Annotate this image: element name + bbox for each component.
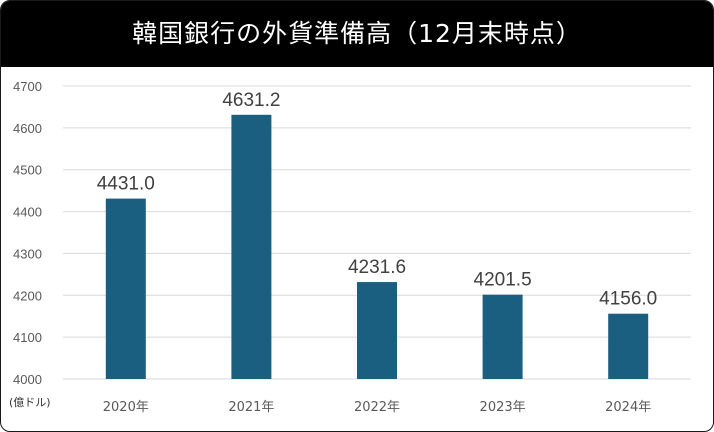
y-tick-label: 4400 bbox=[13, 205, 42, 220]
y-tick-label: 4500 bbox=[13, 163, 42, 178]
data-label: 4156.0 bbox=[599, 289, 657, 310]
data-label: 4631.2 bbox=[222, 90, 280, 111]
bar bbox=[231, 114, 272, 379]
bar bbox=[482, 294, 523, 379]
bar bbox=[357, 282, 397, 379]
x-tick-label: 2021年 bbox=[228, 400, 274, 415]
title-bar bbox=[1, 1, 713, 67]
y-tick-label: 4300 bbox=[13, 246, 42, 261]
data-label: 4431.0 bbox=[97, 174, 155, 195]
data-label: 4231.6 bbox=[348, 257, 406, 278]
x-tick-label: 2020年 bbox=[103, 400, 149, 415]
y-tick-label: 4100 bbox=[13, 330, 42, 345]
bar bbox=[608, 313, 649, 379]
y-tick-label: 4600 bbox=[13, 121, 42, 136]
y-tick-label: 4000 bbox=[13, 372, 42, 387]
data-label: 4201.5 bbox=[474, 270, 532, 291]
bar bbox=[105, 198, 146, 379]
x-tick-label: 2023年 bbox=[480, 400, 526, 415]
x-tick-label: 2024年 bbox=[605, 400, 651, 415]
y-tick-label: 4200 bbox=[13, 288, 42, 303]
y-tick-label: 4700 bbox=[13, 79, 42, 94]
chart-title: 韓国銀行の外貨準備高（12月末時点） bbox=[132, 19, 582, 48]
x-tick-label: 2022年 bbox=[354, 400, 400, 415]
y-unit-label: (億ドル) bbox=[9, 396, 51, 409]
